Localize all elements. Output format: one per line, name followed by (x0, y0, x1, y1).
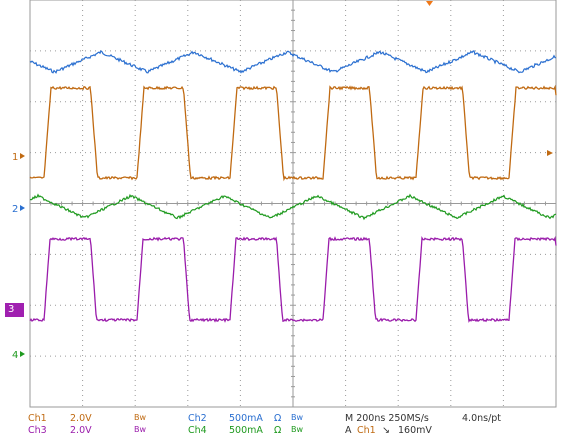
ch4-marker-label: 4 (12, 350, 19, 361)
ch4-bandwidth-badge: Bw (291, 425, 304, 434)
ch2-scale[interactable]: 500mA (229, 413, 263, 424)
trigger-level[interactable]: 160mV (398, 425, 432, 436)
ch2-arrow-icon (20, 205, 26, 211)
ch1-waveform (29, 84, 557, 182)
ch1-level-icon (547, 150, 553, 156)
ch2-ohm-icon: Ω (274, 413, 282, 424)
ch3-bandwidth-badge: Bw (134, 425, 147, 434)
ch1-bandwidth-badge: Bw (134, 413, 147, 422)
ch3-marker[interactable]: 3 (5, 303, 25, 317)
status-bar: Ch1 2.0V Bw Ch2 500mA Ω Bw M 200ns 250MS… (0, 410, 561, 436)
ch4-arrow-icon (20, 351, 26, 357)
ch4-waveform (29, 193, 557, 221)
resolution-readout: 4.0ns/pt (462, 413, 502, 424)
ch2-label[interactable]: Ch2 (188, 413, 207, 424)
ch1-scale[interactable]: 2.0V (70, 413, 92, 424)
trigger-source[interactable]: Ch1 (357, 425, 376, 436)
ch3-marker-label: 3 (8, 304, 15, 315)
ch3-label[interactable]: Ch3 (28, 425, 47, 436)
ch3-waveform (29, 235, 557, 323)
ch4-marker[interactable]: 4 (12, 350, 26, 362)
ch2-waveform (29, 49, 557, 74)
ch2-marker-label: 2 (12, 204, 19, 215)
trigger-prefix: A (345, 425, 352, 436)
ch1-label[interactable]: Ch1 (28, 413, 47, 424)
trigger-slope-icon[interactable]: ↘ (382, 425, 390, 436)
ch4-ohm-icon: Ω (274, 425, 282, 436)
ch4-label[interactable]: Ch4 (188, 425, 207, 436)
ch2-marker[interactable]: 2 (12, 204, 26, 216)
ch4-scale[interactable]: 500mA (229, 425, 263, 436)
ch1-marker-label: 1 (12, 152, 19, 163)
ch1-marker[interactable]: 1 (12, 152, 26, 164)
ch3-scale[interactable]: 2.0V (70, 425, 92, 436)
timebase-readout[interactable]: M 200ns 250MS/s (345, 413, 429, 424)
scope-graticule (29, 0, 557, 408)
ch3-arrow-icon (16, 305, 22, 311)
trigger-position-icon (426, 1, 433, 6)
ch2-bandwidth-badge: Bw (291, 413, 304, 422)
ch1-arrow-icon (20, 153, 26, 159)
